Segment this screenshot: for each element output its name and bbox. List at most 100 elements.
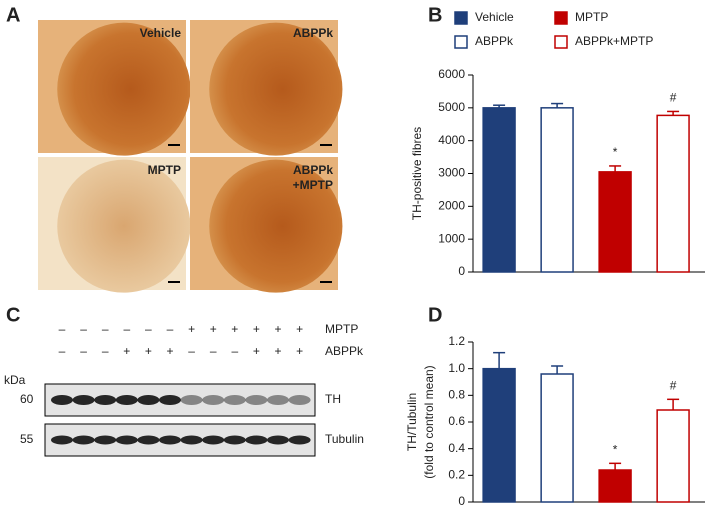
sign: – — [145, 322, 152, 336]
y-tick-label: 4000 — [438, 133, 465, 147]
band — [288, 435, 311, 445]
unit-label: kDa — [4, 373, 26, 387]
y-tick-label: 3000 — [438, 166, 465, 180]
band — [94, 435, 117, 445]
band — [159, 435, 181, 445]
significance-mark: # — [670, 379, 677, 393]
y-tick-label: 0.4 — [448, 441, 465, 455]
band — [267, 435, 289, 445]
micrograph-label: ABPPk — [293, 26, 333, 40]
band — [223, 395, 246, 405]
legend-swatch — [454, 11, 468, 25]
sign: + — [166, 344, 173, 358]
bar — [482, 107, 516, 273]
y-tick-label: 5000 — [438, 100, 465, 114]
sign: – — [80, 344, 87, 358]
band — [51, 395, 73, 405]
band — [72, 395, 95, 405]
sign: – — [59, 344, 66, 358]
panel-letter: A — [6, 4, 20, 26]
sign: – — [231, 344, 238, 358]
band — [267, 395, 289, 405]
sign: + — [210, 322, 217, 336]
treatment-label: ABPPk — [325, 344, 364, 358]
bar — [656, 114, 690, 273]
band — [137, 435, 160, 445]
y-tick-label: 1.0 — [448, 361, 465, 375]
band — [115, 395, 138, 405]
band — [159, 395, 181, 405]
legend-label: Vehicle — [475, 10, 514, 24]
bar — [482, 367, 516, 503]
panel-letter: B — [428, 4, 442, 26]
sign: + — [274, 344, 281, 358]
sign: – — [188, 344, 195, 358]
bar — [598, 171, 632, 273]
bar — [540, 373, 574, 503]
y-tick-label: 0.2 — [448, 468, 465, 482]
band — [72, 435, 95, 445]
band — [245, 395, 268, 405]
panel-letter: D — [428, 304, 442, 326]
sign: + — [231, 322, 238, 336]
band — [180, 435, 203, 445]
bar — [656, 409, 690, 503]
legend-swatch — [554, 11, 568, 25]
y-axis-label: TH-positive fibres — [410, 127, 424, 220]
sign: + — [274, 322, 281, 336]
y-tick-label: 0 — [458, 264, 465, 278]
treatment-label: MPTP — [325, 322, 358, 336]
sign: + — [253, 322, 260, 336]
sign: + — [188, 322, 195, 336]
band — [180, 395, 203, 405]
micrograph-label: +MPTP — [293, 178, 333, 192]
significance-mark: # — [670, 91, 677, 105]
band — [245, 435, 268, 445]
micrograph-label: ABPPk — [293, 163, 333, 177]
sign: – — [210, 344, 217, 358]
panel-letter: C — [6, 304, 20, 326]
y-tick-label: 6000 — [438, 67, 465, 81]
band — [202, 395, 225, 405]
bar — [540, 107, 574, 273]
band — [115, 435, 138, 445]
tissue — [57, 159, 191, 293]
sign: – — [167, 322, 174, 336]
y-tick-label: 0.8 — [448, 388, 465, 402]
y-tick-label: 2000 — [438, 199, 465, 213]
y-axis-label: (fold to control mean) — [422, 365, 436, 478]
sign: + — [145, 344, 152, 358]
sign: – — [80, 322, 87, 336]
sign: – — [102, 344, 109, 358]
legend-label: ABPPk — [475, 34, 514, 48]
band — [202, 435, 225, 445]
band-label: Tubulin — [325, 432, 364, 446]
sign: – — [123, 322, 130, 336]
size-label: 60 — [20, 392, 34, 406]
size-label: 55 — [20, 432, 34, 446]
band-label: TH — [325, 392, 341, 406]
tissue — [209, 22, 343, 156]
bar — [598, 469, 632, 503]
band — [94, 395, 117, 405]
legend-label: ABPPk+MPTP — [575, 34, 653, 48]
legend-swatch — [554, 35, 568, 49]
y-tick-label: 0 — [458, 494, 465, 508]
sign: – — [102, 322, 109, 336]
sign: + — [296, 344, 303, 358]
band — [137, 395, 160, 405]
y-tick-label: 0.6 — [448, 414, 465, 428]
y-axis-label: TH/Tubulin — [405, 393, 419, 451]
legend-swatch — [454, 35, 468, 49]
sign: + — [296, 322, 303, 336]
significance-mark: * — [613, 443, 618, 457]
sign: – — [59, 322, 66, 336]
y-tick-label: 1000 — [438, 231, 465, 245]
legend-label: MPTP — [575, 10, 608, 24]
significance-mark: * — [613, 145, 618, 159]
tissue — [209, 159, 343, 293]
micrograph-label: MPTP — [148, 163, 181, 177]
sign: + — [123, 344, 130, 358]
band — [223, 435, 246, 445]
